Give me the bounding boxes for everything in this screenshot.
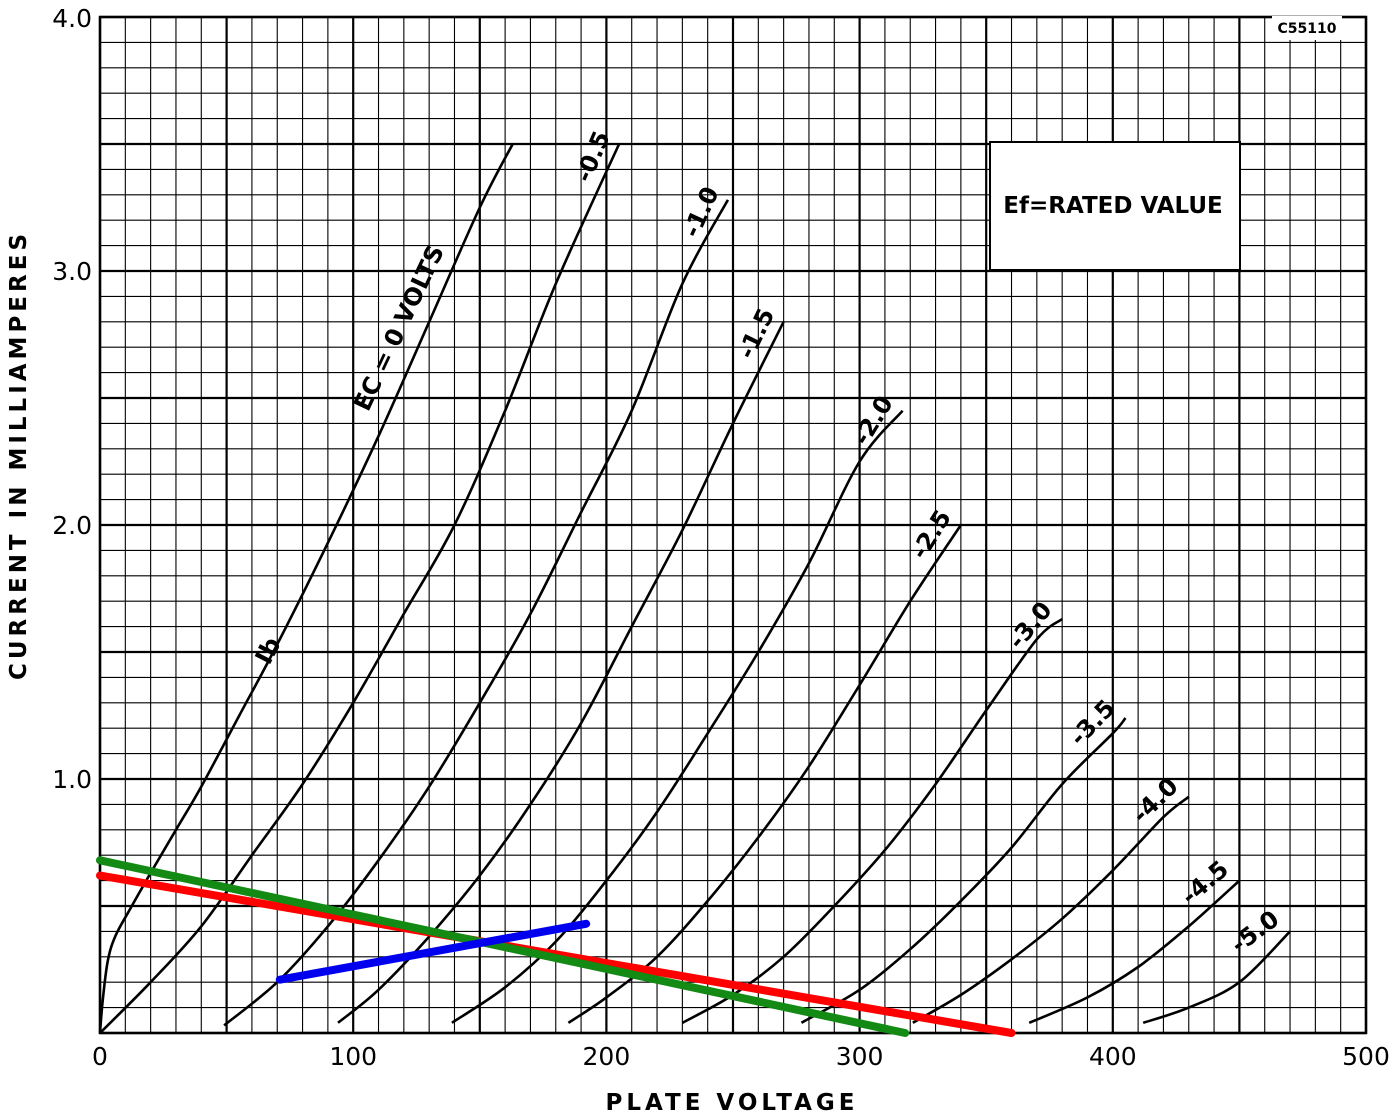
overlay-line-2: [275, 919, 591, 984]
curve-ec-0: [98, 143, 514, 1034]
y-tick-label: 2.0: [52, 511, 92, 540]
characteristic-curves: EC = 0 VOLTS-0.5-1.0-1.5-2.0-2.5-3.0-3.5…: [98, 127, 1291, 1034]
x-tick-label: 100: [329, 1042, 377, 1071]
curve-ec-7: [800, 717, 1127, 1024]
x-tick-label: 200: [583, 1042, 631, 1071]
overlay-line-1: [96, 856, 910, 1037]
grid: [98, 15, 1368, 1035]
curve-ec-4: [451, 409, 904, 1024]
curve-ec-5: [567, 524, 962, 1024]
x-axis-label: PLATE VOLTAGE: [605, 1090, 858, 1116]
curve-ec-1: [99, 143, 621, 1034]
y-tick-label: 1.0: [52, 765, 92, 794]
curve-ec-6: [681, 617, 1064, 1024]
y-tick-labels: 1.0 2.0 3.0 4.0: [52, 4, 92, 794]
x-tick-labels: 0 100 200 300 400 500: [92, 1042, 1390, 1071]
x-tick-label: 300: [836, 1042, 884, 1071]
annotation-box: Ef=RATED VALUE: [989, 141, 1241, 271]
x-tick-label: 500: [1342, 1042, 1390, 1071]
curve-ec-9: [1028, 879, 1241, 1024]
annotation-box-frame: [989, 141, 1241, 271]
y-tick-label: 4.0: [52, 4, 92, 33]
curve-ec-8: [912, 795, 1190, 1024]
x-tick-label: 400: [1089, 1042, 1137, 1071]
overlay-lines: [96, 856, 1016, 1037]
plot-frame: [98, 15, 1368, 1035]
curve-ec-3: [337, 321, 785, 1024]
corner-code-backdrop: [1272, 16, 1342, 40]
curve-ec-2: [223, 199, 730, 1027]
y-axis-label: CURRENT IN MILLIAMPERES: [6, 230, 32, 680]
curve-ec-10: [1142, 930, 1291, 1025]
corner-code: C55110: [1278, 21, 1337, 37]
y-tick-label: 3.0: [52, 257, 92, 286]
annotation-text: Ef=RATED VALUE: [1003, 193, 1222, 219]
x-tick-label: 0: [92, 1042, 108, 1071]
